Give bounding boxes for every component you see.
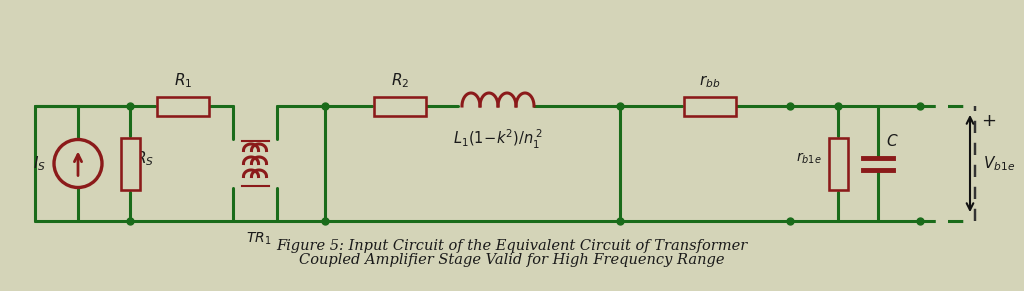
Text: $R_S$: $R_S$ — [135, 149, 154, 168]
Circle shape — [54, 139, 102, 187]
Text: Coupled Amplifier Stage Valid for High Frequency Range: Coupled Amplifier Stage Valid for High F… — [299, 253, 725, 267]
Text: $I_S$: $I_S$ — [33, 154, 46, 173]
Text: $+$: $+$ — [981, 112, 996, 130]
Text: $L_1(1\!-\!k^2)/n_1^{\,2}$: $L_1(1\!-\!k^2)/n_1^{\,2}$ — [454, 128, 543, 151]
Bar — [828, 138, 848, 189]
Text: Figure 5: Input Circuit of the Equivalent Circuit of Transformer: Figure 5: Input Circuit of the Equivalen… — [276, 239, 748, 253]
Bar — [374, 97, 426, 116]
Bar — [121, 138, 139, 189]
Text: $TR_1$: $TR_1$ — [247, 231, 271, 247]
Bar — [157, 97, 209, 116]
Text: $C$: $C$ — [886, 134, 899, 150]
Text: $V_{b1e}$: $V_{b1e}$ — [983, 154, 1015, 173]
Text: $r_{b1e}$: $r_{b1e}$ — [797, 151, 822, 166]
Text: $R_1$: $R_1$ — [174, 71, 193, 90]
Text: $r_{bb}$: $r_{bb}$ — [699, 73, 721, 90]
Text: $R_2$: $R_2$ — [391, 71, 410, 90]
Bar — [684, 97, 736, 116]
